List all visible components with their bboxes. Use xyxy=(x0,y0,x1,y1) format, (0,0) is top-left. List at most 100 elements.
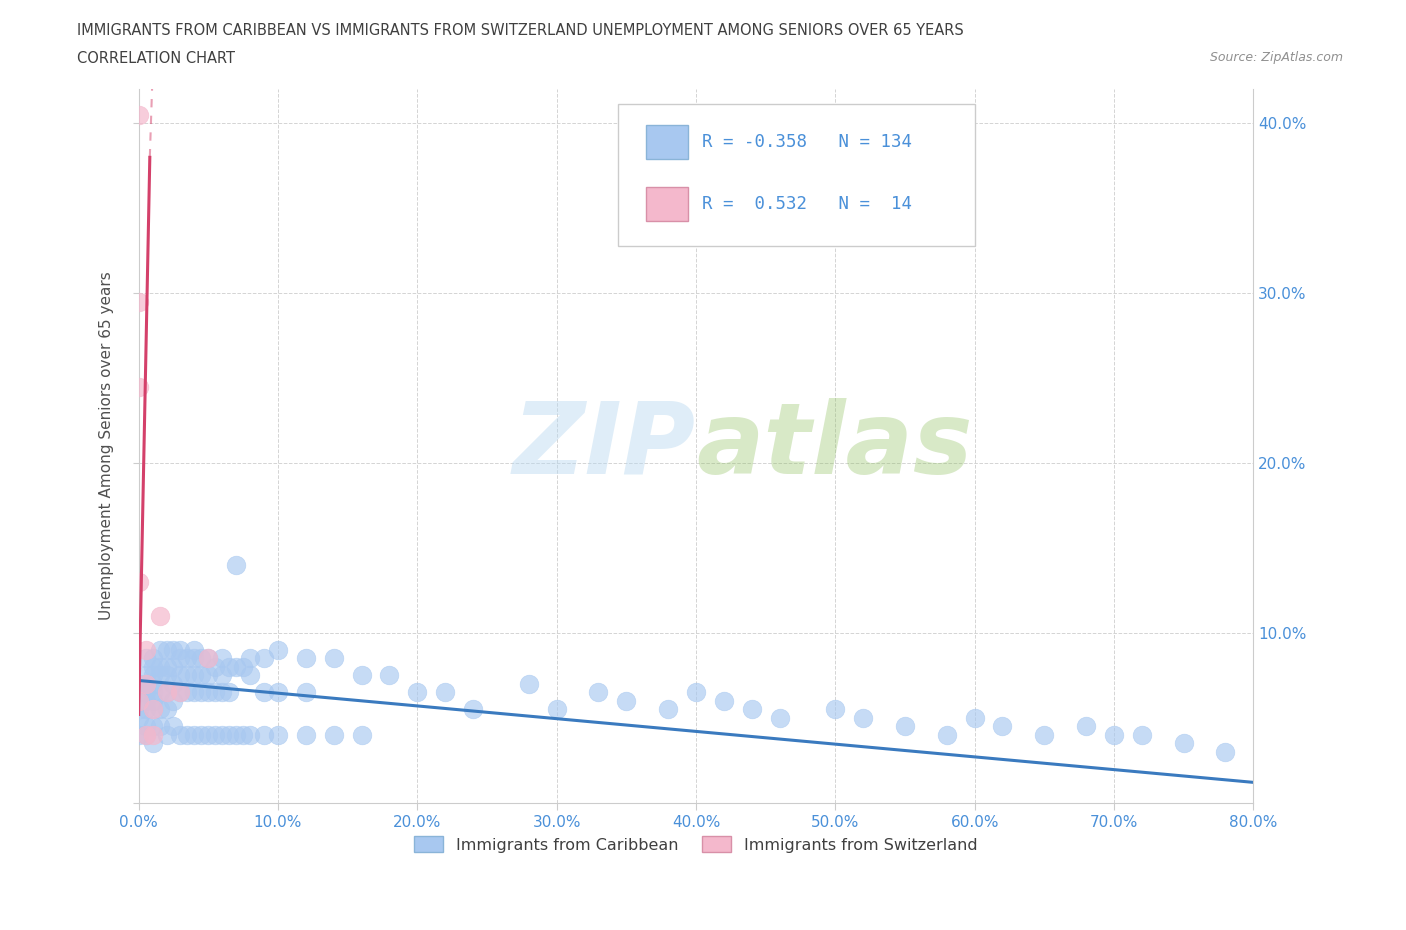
FancyBboxPatch shape xyxy=(645,187,688,221)
Point xyxy=(169,651,191,666)
Point xyxy=(148,684,170,699)
Point xyxy=(267,727,290,742)
Point xyxy=(935,727,957,742)
Point xyxy=(162,643,184,658)
Point xyxy=(128,575,150,590)
Point xyxy=(148,719,170,734)
Text: atlas: atlas xyxy=(696,397,973,495)
Point xyxy=(142,676,165,691)
Point xyxy=(588,684,610,699)
Point xyxy=(176,668,198,683)
Point xyxy=(225,557,247,572)
Point xyxy=(232,727,254,742)
Point xyxy=(135,702,157,717)
Point xyxy=(148,659,170,674)
Point xyxy=(176,651,198,666)
Point xyxy=(128,702,150,717)
Y-axis label: Unemployment Among Seniors over 65 years: Unemployment Among Seniors over 65 years xyxy=(100,272,114,620)
Point xyxy=(183,668,205,683)
Point xyxy=(852,711,875,725)
Point xyxy=(211,668,233,683)
Point xyxy=(162,719,184,734)
Point xyxy=(197,651,219,666)
Point xyxy=(1173,736,1195,751)
Point xyxy=(963,711,986,725)
Point xyxy=(267,643,290,658)
Point xyxy=(148,668,170,683)
Text: IMMIGRANTS FROM CARIBBEAN VS IMMIGRANTS FROM SWITZERLAND UNEMPLOYMENT AMONG SENI: IMMIGRANTS FROM CARIBBEAN VS IMMIGRANTS … xyxy=(77,23,965,38)
Point xyxy=(128,711,150,725)
Point xyxy=(253,727,276,742)
Point xyxy=(169,684,191,699)
Point xyxy=(155,659,177,674)
Point xyxy=(1215,744,1237,759)
Point xyxy=(211,651,233,666)
Point xyxy=(190,727,212,742)
Point xyxy=(253,684,276,699)
Point xyxy=(253,651,276,666)
Point xyxy=(142,694,165,709)
Point xyxy=(128,684,150,699)
Point xyxy=(135,651,157,666)
Text: R =  0.532   N =  14: R = 0.532 N = 14 xyxy=(702,195,911,213)
Point xyxy=(142,702,165,717)
Point xyxy=(239,651,262,666)
Point xyxy=(197,684,219,699)
Point xyxy=(239,668,262,683)
Point xyxy=(211,727,233,742)
Point xyxy=(1074,719,1097,734)
Point xyxy=(350,668,373,683)
Point xyxy=(218,727,240,742)
Point xyxy=(218,659,240,674)
Point xyxy=(169,668,191,683)
Point xyxy=(232,659,254,674)
Point xyxy=(135,643,157,658)
Point xyxy=(322,651,344,666)
Point xyxy=(148,643,170,658)
Text: ZIP: ZIP xyxy=(513,397,696,495)
Point xyxy=(461,702,484,717)
Point xyxy=(176,684,198,699)
Point xyxy=(162,694,184,709)
Point xyxy=(135,668,157,683)
Point xyxy=(155,702,177,717)
Point xyxy=(517,676,540,691)
Point xyxy=(142,719,165,734)
Point xyxy=(155,668,177,683)
Point xyxy=(135,727,157,742)
Point xyxy=(378,668,401,683)
Point xyxy=(142,702,165,717)
Point xyxy=(204,727,226,742)
Point xyxy=(183,727,205,742)
Point xyxy=(406,684,429,699)
Point xyxy=(1033,727,1056,742)
Point xyxy=(148,702,170,717)
Point xyxy=(155,643,177,658)
Point xyxy=(135,719,157,734)
Point xyxy=(135,676,157,691)
Point xyxy=(197,727,219,742)
Point xyxy=(991,719,1014,734)
Point xyxy=(225,727,247,742)
Point xyxy=(322,727,344,742)
Point xyxy=(162,676,184,691)
Point xyxy=(128,379,150,394)
Point xyxy=(713,694,735,709)
Point xyxy=(169,727,191,742)
Point xyxy=(190,651,212,666)
Point xyxy=(218,684,240,699)
Point xyxy=(190,668,212,683)
Point xyxy=(204,659,226,674)
Point xyxy=(135,676,157,691)
Point xyxy=(434,684,457,699)
Point xyxy=(142,659,165,674)
Point xyxy=(211,684,233,699)
Point xyxy=(685,684,707,699)
Point xyxy=(295,651,318,666)
Point xyxy=(1130,727,1153,742)
Point xyxy=(894,719,917,734)
Text: R = -0.358   N = 134: R = -0.358 N = 134 xyxy=(702,133,911,152)
Point xyxy=(295,727,318,742)
FancyBboxPatch shape xyxy=(619,103,974,246)
Point xyxy=(1102,727,1125,742)
